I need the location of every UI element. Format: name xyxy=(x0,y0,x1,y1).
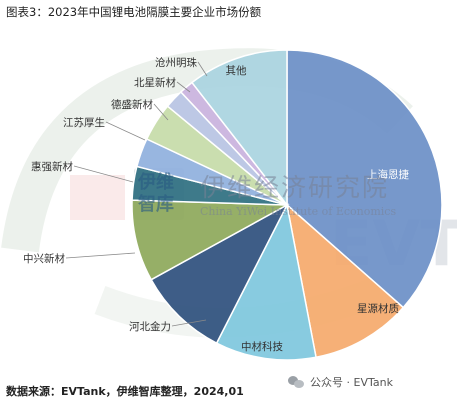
pie-slices xyxy=(131,49,443,361)
slice-label: 德盛新材 xyxy=(111,98,153,111)
pie-slice xyxy=(285,202,405,359)
slice-label: 其他 xyxy=(226,64,247,77)
pie-slice xyxy=(150,203,289,345)
pie-slice xyxy=(286,49,443,309)
wechat-account-label: 公众号 · EVTank xyxy=(310,376,393,389)
watermark-chinese-text: 伊维经济研究院 xyxy=(200,173,390,202)
watermark-logo-text: 伊维 智库 xyxy=(138,172,174,215)
slice-label: 上海恩捷 xyxy=(367,168,409,181)
leader-line xyxy=(73,165,134,183)
leader-line xyxy=(197,61,208,77)
slice-label: 星源材质 xyxy=(357,302,399,315)
pie-slice xyxy=(190,49,288,208)
leader-lines xyxy=(65,61,208,327)
wechat-account: 公众号 · EVTank xyxy=(288,372,393,392)
data-source-footer: 数据来源：EVTank，伊维智库整理，2024,01 xyxy=(6,385,244,398)
slice-label: 沧州明珠 xyxy=(155,56,197,69)
slice-label: 江苏厚生 xyxy=(63,116,105,129)
slice-label: 北星新材 xyxy=(134,76,176,89)
leader-line xyxy=(65,252,136,259)
watermark-english-text: China YiWei Institute of Economics xyxy=(200,205,397,218)
chart-title: 图表3：2023年中国锂电池隔膜主要企业市场份额 xyxy=(6,5,262,19)
slice-label: 河北金力 xyxy=(129,320,171,333)
pie-slice xyxy=(215,202,317,361)
slice-label: 惠强新材 xyxy=(31,160,73,173)
watermark-red-block xyxy=(70,175,125,220)
slice-label: 中材科技 xyxy=(241,340,283,353)
leader-line xyxy=(153,103,169,121)
leader-line xyxy=(171,319,207,327)
leader-line xyxy=(105,121,146,141)
leader-line xyxy=(176,81,191,93)
slice-label: 中兴新材 xyxy=(23,252,65,265)
wechat-icon xyxy=(288,375,304,389)
